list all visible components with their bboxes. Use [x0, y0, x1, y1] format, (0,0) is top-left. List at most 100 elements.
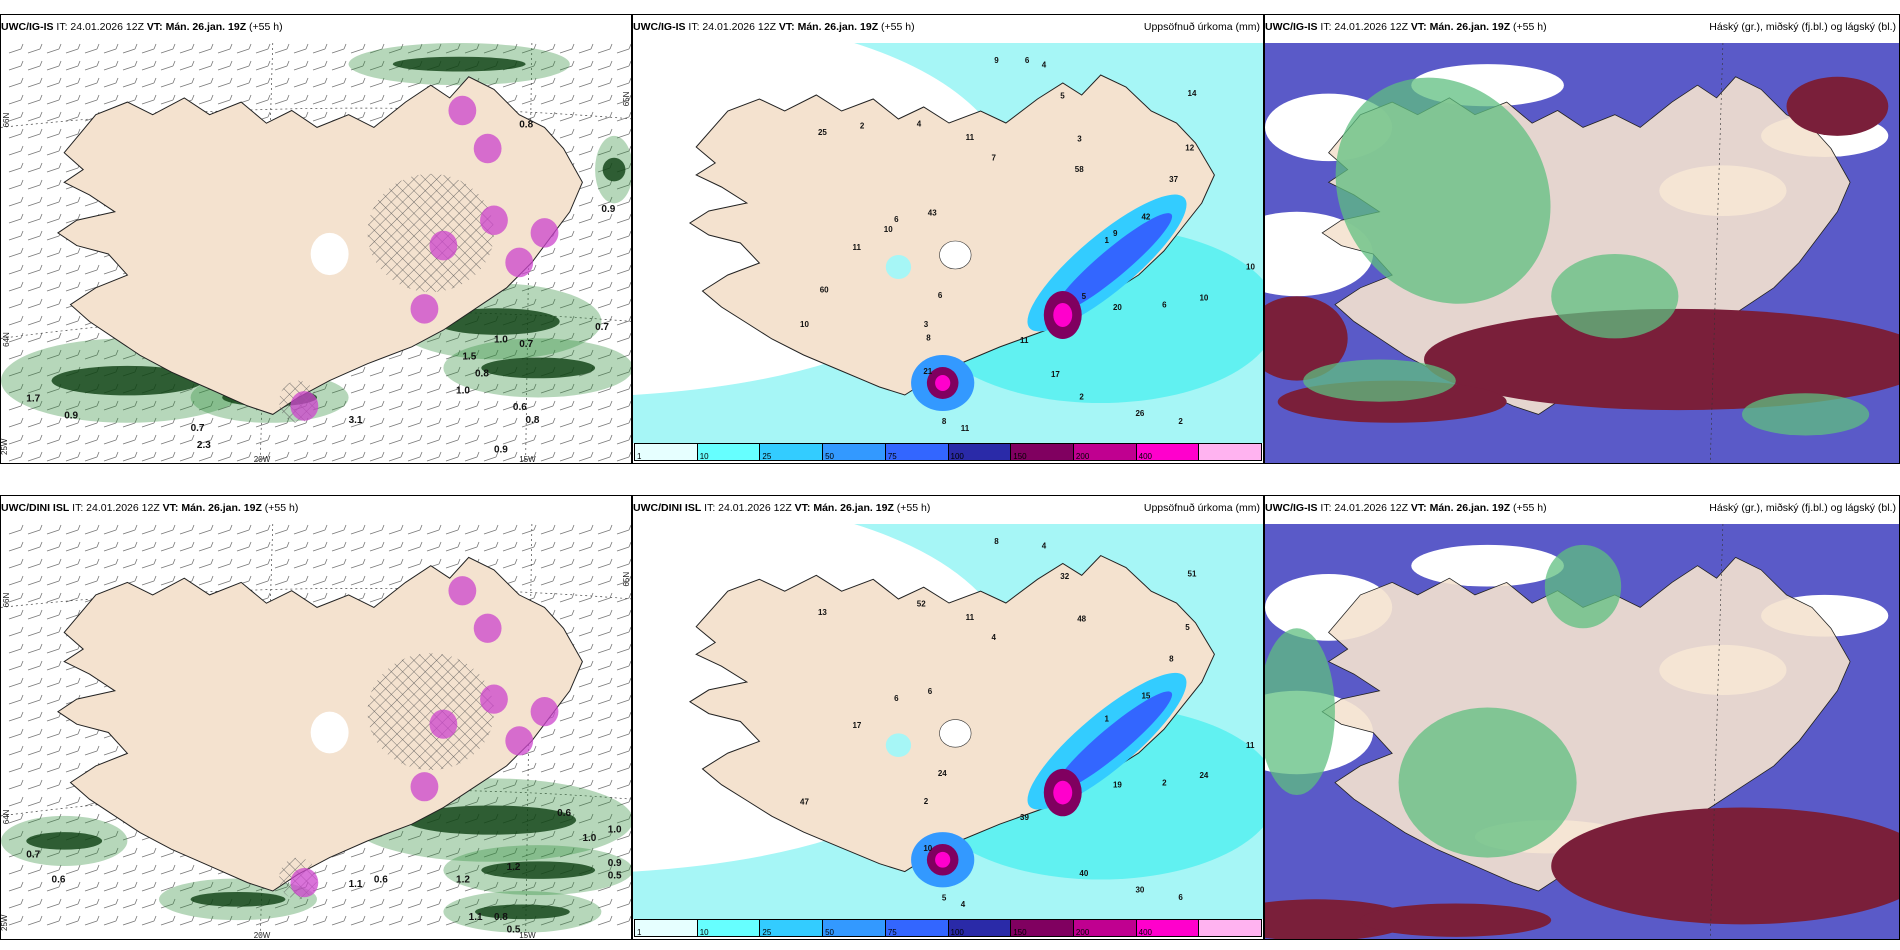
- colorbar-cell: [1199, 920, 1262, 936]
- colorbar-tick-label: 200: [1075, 452, 1090, 461]
- colorbar-tick-label: 100: [950, 928, 964, 937]
- wind-speed-label: 0.9: [601, 204, 615, 215]
- high-cloud-area: [1786, 76, 1889, 136]
- precip-value-label: 4: [917, 120, 922, 129]
- precip-value-label: 13: [818, 608, 827, 617]
- precip-value-label: 11: [1246, 741, 1255, 750]
- precip-value-label: 9: [1113, 229, 1118, 238]
- colorbar-cell: 50: [823, 920, 886, 937]
- panel-cloud-bottom: UWC/IG-IS IT: 24.01.2026 12Z VT: Mán. 26…: [1264, 495, 1900, 940]
- convective-patch: [530, 697, 559, 727]
- precip-value-label: 3: [924, 320, 929, 329]
- axis-label: 64N: [2, 332, 11, 347]
- wind-speed-label: 1.1: [349, 879, 363, 890]
- axis-label: 65N: [622, 572, 631, 587]
- precip-value-label: 10: [800, 320, 809, 329]
- precip-value-label: 6: [938, 291, 943, 300]
- precip-value-label: 5: [1060, 92, 1065, 101]
- precip-value-label: 52: [917, 600, 926, 609]
- colorbar-cell: 100: [948, 920, 1012, 937]
- precip-value-label: 32: [1060, 572, 1069, 581]
- precip-value-label: 21: [923, 367, 932, 376]
- precip-value-label: 43: [928, 208, 937, 217]
- low-cloud-area: [1544, 544, 1622, 629]
- precip-value-label: 58: [1075, 165, 1084, 174]
- colorbar-tick-label: 150: [1013, 452, 1027, 461]
- precip-value-label: 17: [852, 721, 861, 730]
- colorbar-tick-label: 400: [1138, 452, 1152, 461]
- precip-value-label: 8: [1169, 654, 1174, 663]
- colorbar-tick-label: 10: [699, 452, 709, 461]
- convective-patch: [473, 613, 502, 643]
- precip-value-label: 5: [1082, 292, 1087, 301]
- wind-speed-label: 0.8: [475, 368, 489, 379]
- precip-value-label: 48: [1077, 614, 1086, 623]
- precip-value-label: 4: [992, 633, 997, 642]
- wind-speed-label: 0.7: [595, 322, 609, 333]
- axis-label: 66N: [2, 593, 11, 608]
- precip-value-label: 10: [1246, 263, 1255, 272]
- panel-legend-title: Háský (gr.), miðský (fj.bl.) og lágský (…: [1709, 502, 1896, 514]
- wind-speed-label: 1.0: [494, 335, 508, 346]
- axis-label: 15W: [519, 455, 536, 464]
- panel-legend-title: Háský (gr.), miðský (fj.bl.) og lágský (…: [1709, 21, 1896, 33]
- wind-speed-label: 3.1: [349, 415, 363, 426]
- colorbar-cell: 1: [635, 920, 698, 937]
- wind-speed-label: 0.7: [26, 850, 40, 861]
- colorbar-cell: 150: [1011, 920, 1074, 937]
- precip-value-label: 8: [994, 537, 999, 546]
- precip-value-label: 39: [1020, 813, 1029, 822]
- wind-speed-label: 0.5: [507, 925, 521, 936]
- axis-label: 64N: [2, 809, 11, 824]
- colorbar-cell: 400: [1136, 444, 1200, 461]
- precip-value-label: 24: [938, 769, 947, 778]
- convective-patch: [429, 230, 458, 261]
- low-cloud-area: [1551, 254, 1679, 339]
- colorbar-tick-label: 1: [637, 452, 642, 461]
- precip-value-label: 2: [924, 797, 929, 806]
- precip-value-label: 4: [961, 900, 966, 909]
- panel-title: UWC/IG-IS IT: 24.01.2026 12Z VT: Mán. 26…: [1265, 502, 1547, 514]
- wind-speed-label: 2.3: [197, 440, 211, 451]
- panel-title: UWC/IG-IS IT: 24.01.2026 12Z VT: Mán. 26…: [1, 21, 283, 33]
- precip-value-label: 42: [1141, 213, 1150, 222]
- colorbar-cell: 25: [760, 920, 824, 937]
- map-canvas: 1246654112447484013151081917513952112432…: [633, 524, 1263, 919]
- precip-value-label: 11: [1020, 336, 1029, 345]
- wind-speed-label: 1.2: [507, 862, 521, 873]
- panel-wind-top: 0.7 1.7 0.9 0.7 2.3 3.1 0.9 1.5 0.8 1.0 0.6 0.8 0.7 1…: [0, 14, 632, 464]
- precip-value-label: 20: [1113, 303, 1122, 312]
- wind-speed-label: 0.9: [494, 444, 508, 455]
- colorbar-cell: 400: [1136, 920, 1200, 937]
- low-cloud-area: [1265, 628, 1335, 796]
- low-cloud-area: [1303, 359, 1456, 402]
- precip-value-label: 4: [1042, 541, 1047, 550]
- clear-area: [1411, 544, 1564, 587]
- precip-value-label: 11: [966, 613, 975, 622]
- colorbar-cell: 10: [697, 444, 761, 461]
- precip-value-label: 19: [1113, 781, 1122, 790]
- wind-speed-label: 1.0: [456, 385, 470, 396]
- precip-value-label: 11: [961, 424, 970, 433]
- low-cloud-area: [1398, 707, 1577, 858]
- wind-speed-label: 1.0: [582, 833, 596, 844]
- graticule: [1, 523, 631, 939]
- convective-patch: [505, 726, 534, 756]
- panel-legend-title: Uppsöfnuð úrkoma (mm): [1143, 21, 1260, 33]
- wind-speed-label: 1.0: [608, 825, 622, 836]
- precip-value-label: 8: [942, 417, 947, 426]
- low-cloud-area: [1335, 77, 1551, 304]
- axis-label: 66N: [2, 113, 11, 128]
- precip-value-label: 1: [1104, 715, 1109, 724]
- high-cloud-area: [1360, 903, 1552, 937]
- precip-value-label: 1: [1104, 236, 1109, 245]
- panel-precip-top: 1 3 4 2 6 12 11 11 10 10 3 2 25 42 21 9 20 11 14 11 4 10 6 5 26 4…: [632, 14, 1264, 464]
- wind-speed-label: 1.2: [456, 875, 470, 886]
- precip-value-label: 11: [852, 243, 861, 252]
- panel-legend-title: Uppsöfnuð úrkoma (mm): [1143, 502, 1260, 514]
- colorbar-tick-label: 50: [825, 928, 835, 937]
- convective-patch: [530, 218, 559, 248]
- colorbar-cell: 200: [1073, 444, 1137, 461]
- colorbar-cell: 50: [823, 444, 886, 461]
- high-cloud-area: [1265, 899, 1412, 939]
